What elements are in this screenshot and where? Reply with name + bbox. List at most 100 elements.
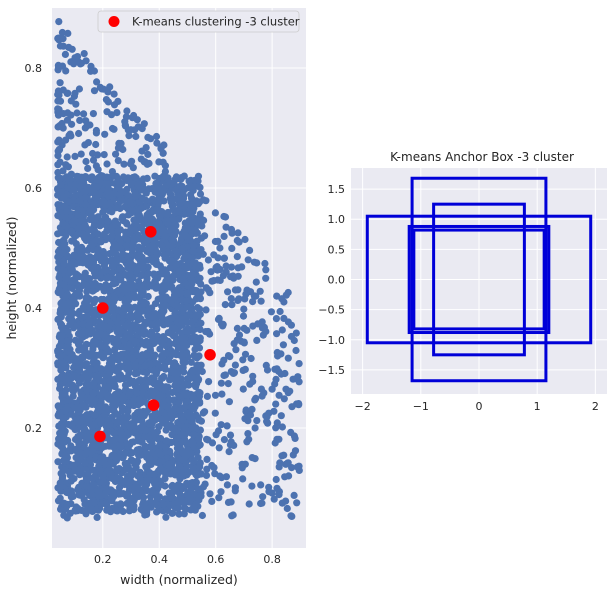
scatter-point [92,194,100,202]
scatter-point [114,366,122,374]
scatter-x-ticks: 0.2 0.4 0.6 0.8 [94,553,281,566]
scatter-point [242,290,250,298]
scatter-point [235,331,244,339]
y-tick-label: 0.8 [25,62,43,75]
scatter-point [193,374,201,382]
scatter-point [147,135,155,143]
scatter-point [144,150,152,158]
scatter-point [96,83,104,91]
scatter-point [147,242,155,251]
scatter-point [77,314,86,322]
scatter-point [179,383,187,391]
scatter-point [62,405,70,413]
scatter-point [217,421,225,429]
scatter-point [136,376,144,384]
scatter-point [175,498,183,506]
cluster-center-point [97,302,109,314]
scatter-point [272,315,280,323]
scatter-point [59,249,67,257]
scatter-point [215,444,223,452]
scatter-point [199,409,207,417]
scatter-point [158,401,166,410]
scatter-point [134,254,142,262]
cluster-center-point [144,226,157,238]
scatter-point [54,458,62,466]
scatter-point [72,445,80,453]
scatter-point [106,421,114,429]
scatter-point [81,221,89,229]
scatter-point [183,496,192,504]
scatter-point [196,399,204,407]
scatter-point [65,43,73,52]
scatter-point [88,309,96,317]
scatter-point [121,122,130,130]
scatter-point [222,223,230,231]
scatter-point [179,416,187,424]
scatter-point [121,449,129,457]
scatter-point [182,505,190,513]
scatter-chart: 0.2 0.4 0.6 0.8 0.2 0.4 0.6 0.8 width (normali… [4,8,306,587]
scatter-point [109,256,117,264]
scatter-point [63,116,71,124]
scatter-point [181,402,190,410]
scatter-point [132,132,140,141]
scatter-point [231,361,239,369]
scatter-point [220,212,228,221]
scatter-point [178,315,186,323]
anchor-box [365,214,593,345]
scatter-point [54,497,63,505]
scatter-point [229,511,237,519]
scatter-point [224,288,232,296]
scatter-point [116,490,125,498]
scatter-point [61,50,69,59]
scatter-point [137,223,145,231]
anchor-box-gridlines [351,168,607,394]
scatter-point [133,310,141,318]
scatter-point [77,390,85,398]
scatter-point [246,246,254,254]
scatter-point [105,395,113,403]
scatter-point [86,456,94,464]
scatter-point [138,147,146,155]
scatter-point [216,265,224,274]
scatter-point [160,409,168,417]
scatter-point [197,280,205,288]
scatter-point [132,192,140,200]
scatter-point [88,442,96,450]
scatter-point [155,229,163,238]
scatter-point [143,160,151,168]
scatter-point [96,222,104,230]
legend-label: K-means clustering -3 cluster [132,15,300,29]
scatter-point [68,490,76,499]
scatter-point [192,424,200,432]
scatter-point [233,253,241,261]
scatter-point [240,338,248,346]
scatter-point [110,189,119,197]
scatter-point [257,481,265,489]
scatter-point [220,254,228,262]
scatter-point [75,85,83,93]
scatter-point [138,417,146,425]
x-tick-label: −1 [413,400,429,413]
scatter-point [248,482,256,490]
scatter-point [79,281,87,289]
scatter-point [227,263,236,271]
scatter-point [141,426,149,434]
scatter-point [152,284,160,292]
scatter-point [118,407,126,415]
scatter-point [135,445,144,453]
scatter-point [61,457,69,465]
scatter-point [108,413,116,421]
scatter-point [211,209,219,217]
cluster-center-point [147,399,160,412]
scatter-point [127,500,135,508]
scatter-point [67,227,76,235]
scatter-point [278,326,286,334]
scatter-point [116,343,124,351]
scatter-point [81,173,90,181]
scatter-point [89,156,98,164]
scatter-point [189,201,197,209]
scatter-point [146,470,154,478]
scatter-point [178,244,186,253]
scatter-point [134,432,142,441]
